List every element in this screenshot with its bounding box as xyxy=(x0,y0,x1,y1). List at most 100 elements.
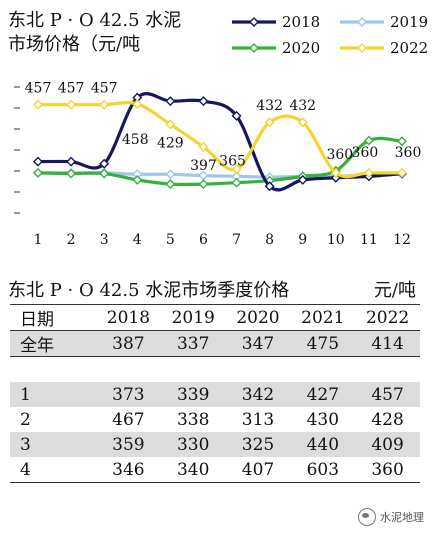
legend-item-2019: 2019 xyxy=(340,13,428,31)
data-point xyxy=(397,136,407,147)
table-cell: 440 xyxy=(290,432,356,457)
data-point xyxy=(33,167,43,178)
x-tick-label: 1 xyxy=(34,232,43,248)
data-point xyxy=(231,164,242,175)
table-cell: 467 xyxy=(112,409,145,430)
table-cell: 全年 xyxy=(10,330,96,357)
table-cell: 339 xyxy=(160,382,226,407)
data-point xyxy=(132,98,143,109)
data-point xyxy=(264,117,275,128)
table-cell: 603 xyxy=(290,457,356,483)
data-label: 360 xyxy=(326,147,353,163)
table-unit: 元/吨 xyxy=(373,280,416,301)
x-tick-label: 9 xyxy=(298,232,307,248)
table-cell: 475 xyxy=(290,330,356,357)
table-cell: 4 xyxy=(10,457,96,483)
table-cell: 359 xyxy=(96,432,161,457)
data-label: 360 xyxy=(395,145,422,161)
header-2020: 2020 xyxy=(225,304,291,331)
table-cell: 414 xyxy=(355,330,420,357)
legend-item-2020: 2020 xyxy=(232,39,320,57)
table-cell: 342 xyxy=(225,382,291,407)
table-cell xyxy=(290,357,355,383)
table-row-q4: 4 346 340 407 603 360 xyxy=(10,457,420,483)
table-cell xyxy=(96,357,161,383)
header-2021: 2021 xyxy=(290,304,356,331)
table-cell: 409 xyxy=(355,432,420,457)
x-tick-label: 6 xyxy=(199,232,208,248)
data-label: 432 xyxy=(256,98,283,114)
x-tick-label: 7 xyxy=(232,232,241,248)
data-label: 360 xyxy=(352,145,379,161)
x-tick-label: 4 xyxy=(133,232,142,248)
table-row-annual: 全年 387 337 347 475 414 xyxy=(10,330,420,357)
chart-title-line1: 东北 P · O 42.5 水泥 xyxy=(8,10,182,31)
quarterly-price-table: 日期 2018 2019 2020 2021 2022 全年 387 337 3… xyxy=(10,304,420,483)
series-2022 xyxy=(33,98,407,179)
chart-title-line2: 市场价格（元/吨 xyxy=(8,34,141,55)
legend-item-2018: 2018 xyxy=(232,13,320,31)
data-point xyxy=(231,177,242,188)
table-row-q3: 3 359 330 325 440 409 xyxy=(10,432,420,457)
y-axis xyxy=(14,86,20,214)
data-point xyxy=(66,99,77,110)
table-row-q1: 1 373 339 342 427 457 xyxy=(10,382,420,407)
legend-label: 2019 xyxy=(390,13,428,31)
data-label: 458 xyxy=(122,132,149,148)
table-cell: 337 xyxy=(160,330,226,357)
table-cell: 427 xyxy=(290,382,356,407)
data-point xyxy=(297,117,308,128)
data-point xyxy=(66,168,77,179)
table-cell: 360 xyxy=(355,457,420,483)
table-cell xyxy=(355,357,420,383)
legend-label: 2022 xyxy=(390,39,428,57)
data-point xyxy=(363,167,374,178)
legend-item-2022: 2022 xyxy=(340,39,428,57)
table-row-q2: 2 467 338 313 430 428 xyxy=(10,407,420,432)
data-point xyxy=(66,156,77,167)
legend-marker xyxy=(249,17,259,27)
table-cell: 373 xyxy=(96,382,161,407)
table-title: 东北 P · O 42.5 水泥市场季度价格 xyxy=(8,280,290,301)
data-point xyxy=(165,169,176,180)
legend-marker xyxy=(249,43,259,53)
table-cell xyxy=(226,357,291,383)
data-point xyxy=(397,167,407,178)
table-cell: 1 xyxy=(10,382,96,407)
table-cell: 3 xyxy=(10,432,96,457)
header-date: 日期 xyxy=(10,304,96,331)
table-cell xyxy=(161,357,226,383)
x-tick-label: 8 xyxy=(265,232,274,248)
table-cell: 347 xyxy=(225,330,291,357)
data-point xyxy=(165,96,176,107)
series-layer xyxy=(33,92,407,192)
watermark-text: 水泥地理 xyxy=(380,511,424,524)
x-tick-label: 2 xyxy=(67,232,76,248)
data-point xyxy=(297,174,308,185)
x-tick-label: 10 xyxy=(327,232,345,248)
table-cell: 430 xyxy=(306,409,340,430)
data-label: 432 xyxy=(289,98,316,114)
data-point xyxy=(363,135,374,146)
data-label: 365 xyxy=(219,153,246,169)
legend-marker xyxy=(357,17,367,27)
data-point xyxy=(99,99,110,110)
data-label: 397 xyxy=(190,158,217,174)
data-label: 429 xyxy=(157,135,184,151)
data-point xyxy=(231,110,242,121)
legend: 2018 2019 2020 2022 xyxy=(232,13,428,57)
data-point xyxy=(198,179,209,190)
table-cell: 2 xyxy=(20,409,31,430)
table-cell: 313 xyxy=(241,409,275,430)
x-tick-label: 3 xyxy=(100,232,109,248)
x-axis-ticks: 1 2 3 4 5 6 7 8 9 10 11 12 xyxy=(34,232,411,248)
watermark: 水泥地理 xyxy=(358,508,424,526)
data-point xyxy=(198,96,209,107)
header-2022: 2022 xyxy=(355,304,420,331)
x-tick-label: 12 xyxy=(393,232,411,248)
table-cell: 338 xyxy=(176,409,210,430)
data-point xyxy=(33,156,43,167)
data-point xyxy=(132,174,143,185)
